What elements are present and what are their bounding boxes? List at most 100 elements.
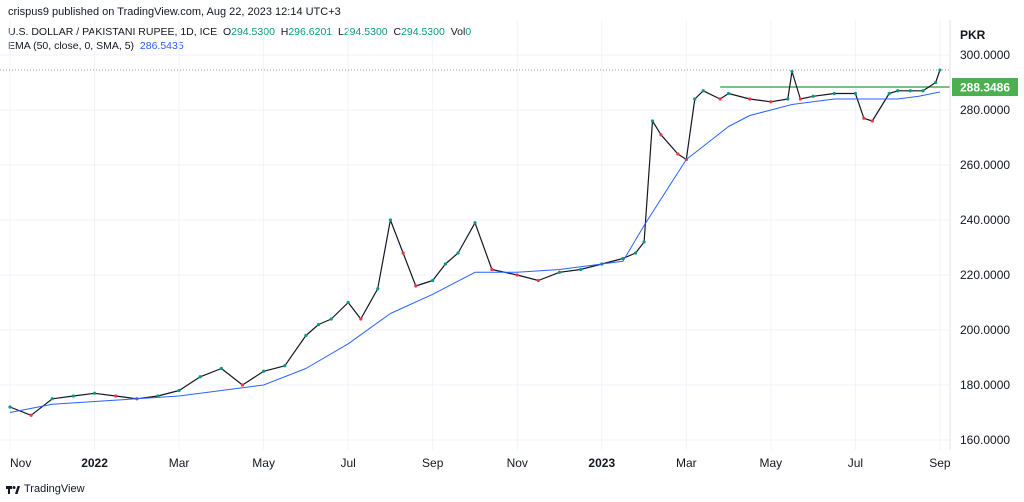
price-point bbox=[536, 278, 540, 283]
close-label: C bbox=[393, 26, 402, 38]
price-point bbox=[790, 69, 794, 74]
price-point bbox=[921, 89, 925, 93]
x-tick-label: Mar bbox=[676, 456, 697, 470]
ema-series-line bbox=[9, 91, 940, 413]
price-point bbox=[456, 251, 460, 255]
price-point bbox=[642, 240, 646, 244]
price-point bbox=[219, 366, 223, 371]
price-point bbox=[786, 97, 790, 101]
high-value: 296.6201 bbox=[288, 26, 333, 38]
price-point bbox=[376, 287, 380, 291]
price-point bbox=[346, 300, 350, 305]
price-point bbox=[50, 397, 54, 401]
price-point bbox=[748, 97, 752, 101]
price-point bbox=[718, 97, 722, 101]
publisher-line: crispus9 published on TradingView.com, A… bbox=[8, 6, 341, 18]
price-point bbox=[401, 251, 405, 255]
price-point bbox=[798, 97, 803, 101]
y-tick-label: 160.0000 bbox=[960, 433, 1010, 447]
price-point bbox=[811, 94, 815, 98]
y-tick-label: 180.0000 bbox=[960, 378, 1010, 392]
x-tick-label: May bbox=[252, 456, 275, 470]
symbol-name: U.S. DOLLAR / PAKISTANI RUPEE, 1D, ICE bbox=[8, 26, 218, 38]
y-tick-label: 200.0000 bbox=[960, 323, 1010, 337]
price-point bbox=[934, 80, 938, 85]
indicator-value: 286.5435 bbox=[139, 40, 184, 52]
x-axis: Nov 2022 Mar May Jul Sep Nov 2023 Mar May Jul Sep bbox=[10, 456, 951, 470]
tradingview-logo-icon bbox=[6, 486, 20, 494]
price-point bbox=[676, 152, 680, 156]
open-label: O bbox=[222, 26, 232, 38]
price-point bbox=[92, 391, 97, 395]
price-point bbox=[359, 317, 363, 321]
price-point bbox=[443, 262, 447, 266]
grid-lines bbox=[0, 20, 950, 450]
price-point bbox=[473, 221, 477, 225]
price-point bbox=[316, 322, 321, 327]
price-point bbox=[156, 394, 160, 398]
price-point bbox=[579, 267, 583, 272]
footer-brand: TradingView bbox=[24, 483, 85, 495]
y-tick-label: 240.0000 bbox=[960, 213, 1010, 227]
price-point bbox=[832, 91, 836, 96]
x-tick-label: Sep bbox=[929, 456, 951, 470]
price-point bbox=[726, 91, 731, 96]
price-point bbox=[177, 388, 181, 393]
price-point bbox=[431, 278, 435, 283]
resistance-price-label: 288.3486 bbox=[960, 81, 1010, 95]
price-point bbox=[887, 91, 891, 96]
y-tick-label: 220.0000 bbox=[960, 268, 1010, 282]
price-point bbox=[908, 89, 912, 93]
x-tick-label: Jul bbox=[848, 456, 863, 470]
low-label: L bbox=[337, 26, 344, 38]
indicator-name: EMA (50, close, 0, SMA, 5) bbox=[8, 40, 135, 52]
y-tick-label: 300.0000 bbox=[960, 48, 1010, 62]
y-tick-label: 260.0000 bbox=[960, 158, 1010, 172]
price-point bbox=[329, 317, 333, 321]
x-tick-label: Sep bbox=[422, 456, 444, 470]
x-tick-label: 2022 bbox=[81, 456, 108, 470]
high-label: H bbox=[280, 26, 289, 38]
x-tick-label: May bbox=[760, 456, 783, 470]
price-point bbox=[490, 267, 494, 272]
close-value: 294.5300 bbox=[401, 26, 445, 38]
price-point bbox=[557, 270, 562, 274]
price-point bbox=[862, 116, 866, 120]
low-value: 294.5300 bbox=[343, 26, 388, 38]
price-point bbox=[262, 369, 266, 373]
price-point bbox=[114, 394, 118, 398]
x-tick-label: Nov bbox=[507, 456, 528, 470]
x-tick-label: Nov bbox=[10, 456, 31, 470]
series-lines bbox=[8, 68, 942, 417]
resistance-price-tag bbox=[952, 78, 1018, 97]
currency-label: PKR bbox=[960, 28, 986, 42]
price-point bbox=[870, 119, 874, 123]
price-point bbox=[633, 251, 638, 255]
price-point bbox=[8, 405, 12, 409]
volume-value: 0 bbox=[465, 26, 472, 38]
price-point bbox=[896, 89, 900, 93]
y-axis: 300.0000 280.0000 260.0000 240.0000 220.0000… bbox=[960, 48, 1010, 447]
price-point bbox=[198, 375, 202, 379]
price-point bbox=[650, 119, 655, 123]
price-point bbox=[414, 284, 418, 288]
price-point bbox=[938, 68, 942, 72]
price-point bbox=[693, 97, 697, 101]
price-point bbox=[853, 91, 858, 96]
price-point bbox=[769, 100, 773, 104]
x-tick-label: 2023 bbox=[588, 456, 615, 470]
price-point bbox=[515, 273, 519, 277]
price-series-line bbox=[9, 69, 941, 416]
y-tick-label: 280.0000 bbox=[960, 103, 1010, 117]
price-point bbox=[283, 364, 287, 368]
price-point bbox=[240, 383, 245, 387]
x-tick-label: Jul bbox=[340, 456, 355, 470]
footer: TradingView bbox=[6, 483, 85, 495]
price-point bbox=[659, 133, 663, 137]
price-point bbox=[701, 89, 705, 93]
x-tick-label: Mar bbox=[169, 456, 190, 470]
volume-label: Vol bbox=[450, 26, 466, 38]
price-point bbox=[71, 394, 76, 398]
price-point bbox=[304, 333, 308, 338]
